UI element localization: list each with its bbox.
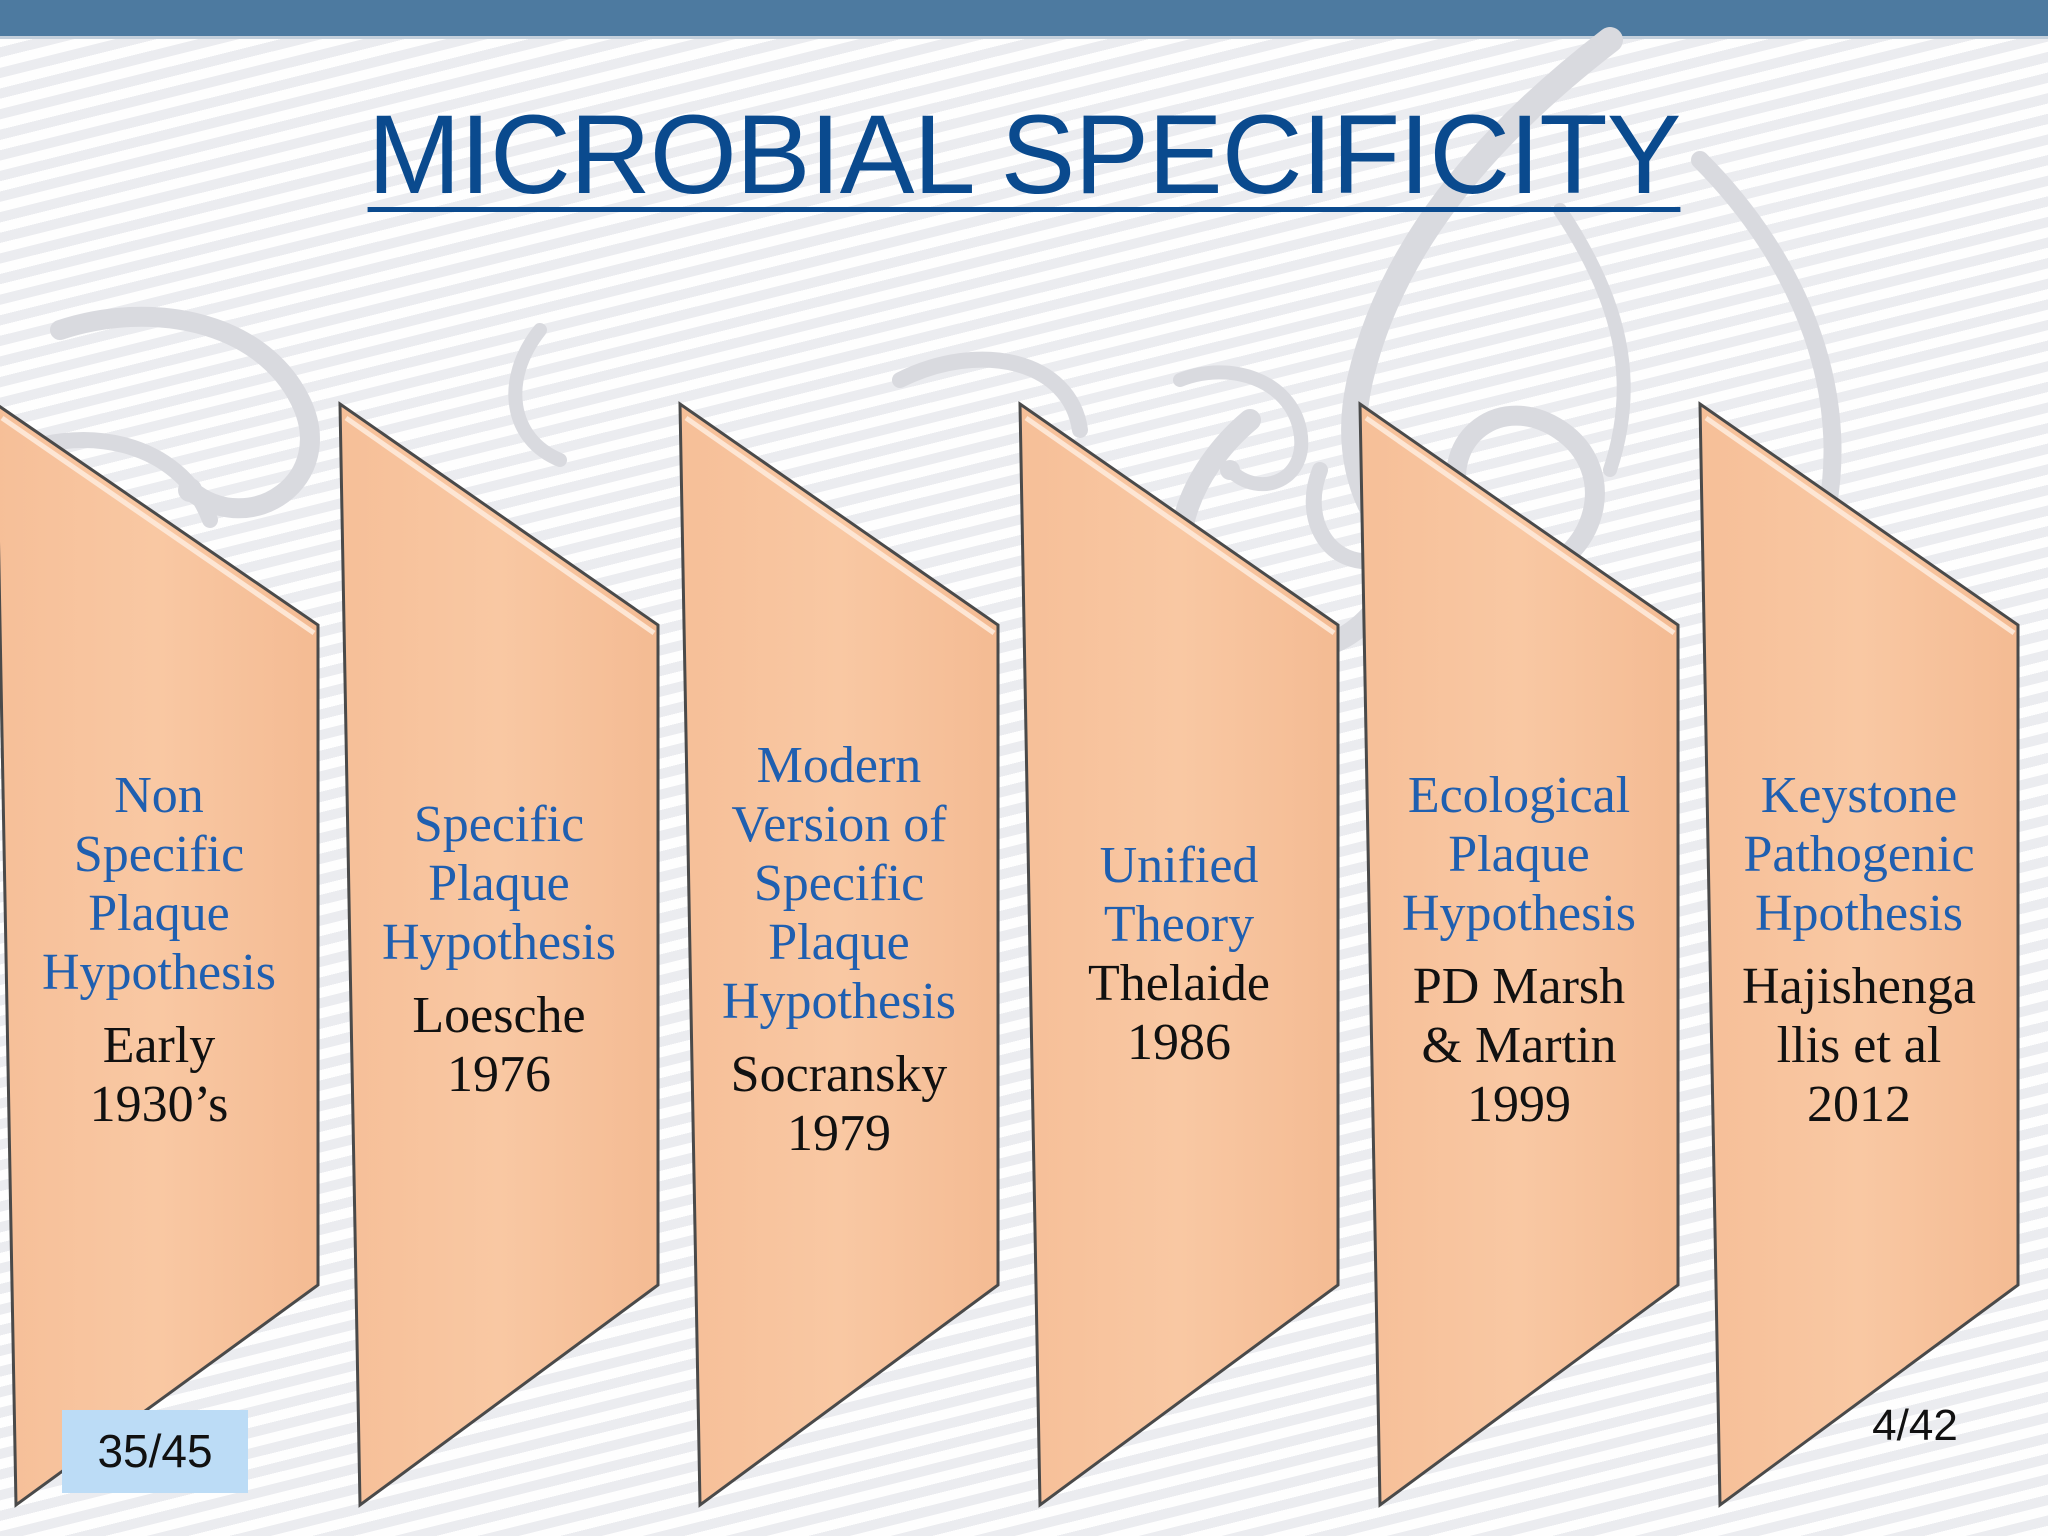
hypothesis-line: Specific	[73, 826, 245, 883]
attribution-line: Hajishenga	[1742, 958, 1976, 1015]
attribution-line: 1986	[1127, 1014, 1231, 1071]
panel-highlight-edge	[1364, 415, 1676, 636]
hypothesis-name: Unified Theory	[1019, 836, 1339, 954]
panel-label-5: Ecological Plaque Hypothesis PD Marsh & Mart…	[1359, 766, 1679, 1134]
panel-highlight-edge	[344, 415, 656, 636]
attribution-line: Early	[102, 1017, 216, 1074]
hypothesis-line: Modern	[756, 737, 922, 794]
panel-highlight-edge	[1704, 415, 2016, 636]
hypothesis-line: Hypothesis	[42, 944, 276, 1001]
hypothesis-name: Keystone Pathogenic Hpothesis	[1699, 766, 2019, 943]
attribution-line: 1979	[787, 1105, 891, 1162]
attribution: Loesche 1976	[339, 986, 659, 1104]
hypothesis-line: Non	[114, 767, 204, 824]
attribution-line: Loesche	[412, 987, 586, 1044]
panel-label-1: Non Specific Plaque Hypothesis Early 1930’s	[0, 766, 319, 1134]
timeline-panel-2	[338, 401, 660, 1508]
timeline-panel-3	[678, 401, 1000, 1508]
panel-label-4: Unified Theory Thelaide 1986	[1019, 836, 1339, 1072]
hypothesis-line: Ecological	[1407, 767, 1631, 824]
top-banner	[0, 0, 2048, 39]
panel-highlight-edge	[684, 415, 996, 636]
page-number: 4/42	[1872, 1401, 1958, 1450]
hypothesis-line: Keystone	[1760, 767, 1958, 824]
attribution-line: Socransky	[730, 1046, 948, 1103]
hypothesis-line: Pathogenic	[1743, 826, 1975, 883]
attribution-line: 2012	[1807, 1076, 1911, 1133]
attribution-line: 1930’s	[89, 1076, 229, 1133]
hypothesis-line: Hypothesis	[1402, 885, 1636, 942]
hypothesis-line: Unified	[1099, 837, 1259, 894]
hypothesis-line: Plaque	[1448, 826, 1590, 883]
timeline-panel-5	[1358, 401, 1680, 1508]
hypothesis-line: Theory	[1103, 896, 1255, 953]
panel-label-3: Modern Version of Specific Plaque Hypothesis…	[679, 736, 999, 1163]
attribution-line: & Martin	[1421, 1017, 1617, 1074]
hypothesis-line: Version of	[731, 796, 947, 853]
hypothesis-name: Non Specific Plaque Hypothesis	[0, 766, 319, 1002]
hypothesis-line: Plaque	[768, 914, 910, 971]
attribution: Hajishenga llis et al 2012	[1699, 957, 2019, 1134]
hypothesis-line: Hypothesis	[382, 914, 616, 971]
attribution-line: llis et al	[1776, 1017, 1942, 1074]
hypothesis-line: Plaque	[88, 885, 230, 942]
attribution: Thelaide 1986	[1019, 954, 1339, 1072]
panel-label-2: Specific Plaque Hypothesis Loesche 1976	[339, 795, 659, 1104]
hypothesis-name: Specific Plaque Hypothesis	[339, 795, 659, 972]
attribution-line: PD Marsh	[1412, 958, 1626, 1015]
attribution-line: 1999	[1467, 1076, 1571, 1133]
panel-highlight-edge	[1024, 415, 1336, 636]
hypothesis-line: Specific	[413, 796, 585, 853]
hypothesis-line: Specific	[753, 855, 925, 912]
timeline-panel-6	[1698, 401, 2020, 1508]
slide-title: MICROBIAL SPECIFICITY	[367, 92, 1682, 217]
hypothesis-name: Ecological Plaque Hypothesis	[1359, 766, 1679, 943]
timeline-panel-4	[1018, 401, 1340, 1508]
hypothesis-line: Hypothesis	[722, 973, 956, 1030]
attribution: PD Marsh & Martin 1999	[1359, 957, 1679, 1134]
hypothesis-line: Plaque	[428, 855, 570, 912]
attribution: Early 1930’s	[0, 1016, 319, 1134]
panel-label-6: Keystone Pathogenic Hpothesis Hajishenga lli…	[1699, 766, 2019, 1134]
hypothesis-name: Modern Version of Specific Plaque Hypothesis	[679, 736, 999, 1031]
panel-highlight-edge	[0, 415, 316, 636]
hypothesis-line: Hpothesis	[1755, 885, 1963, 942]
attribution-line: 1976	[447, 1046, 551, 1103]
attribution: Socransky 1979	[679, 1045, 999, 1163]
page-counter-badge: 35/45	[62, 1410, 248, 1493]
attribution-line: Thelaide	[1088, 955, 1270, 1012]
timeline-panel-1	[0, 404, 320, 1508]
